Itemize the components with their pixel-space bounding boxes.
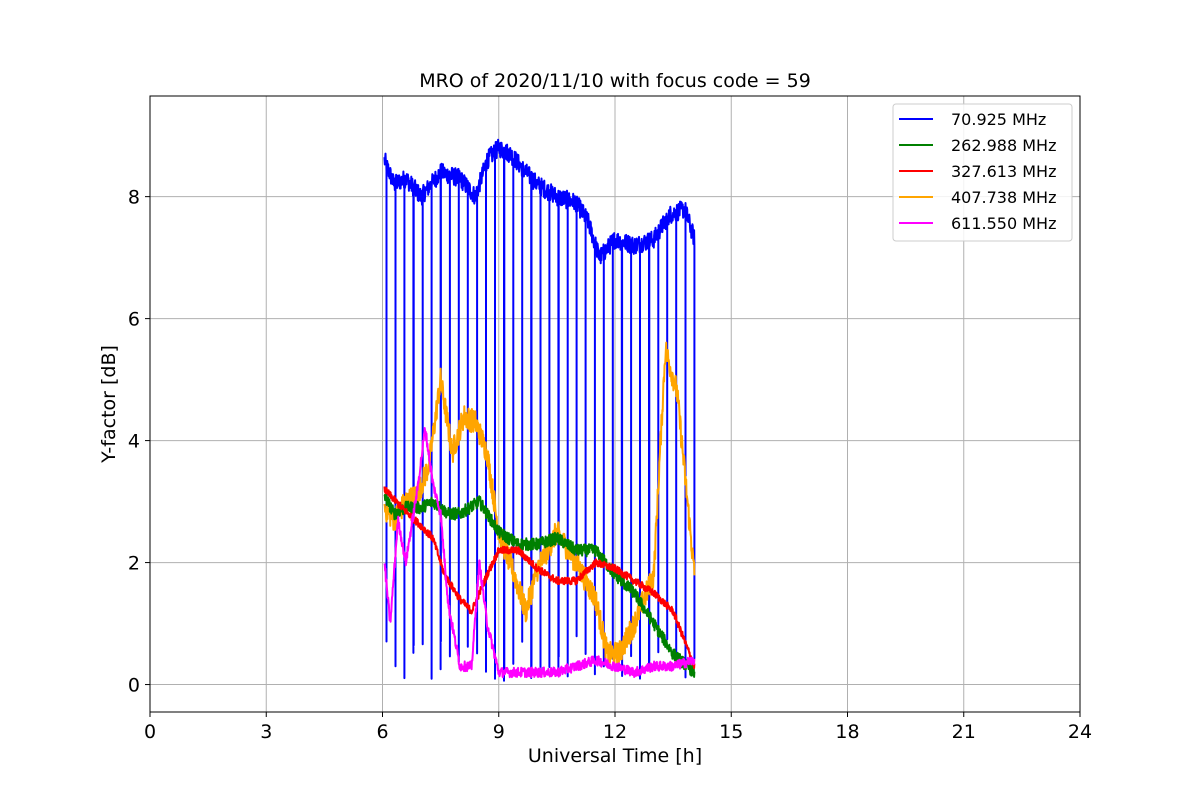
x-tick-label: 18 bbox=[835, 721, 859, 743]
x-tick-label: 15 bbox=[719, 721, 743, 743]
series-line-0 bbox=[383, 138, 696, 682]
x-axis-label: Universal Time [h] bbox=[528, 745, 702, 767]
legend-label: 262.988 MHz bbox=[951, 136, 1056, 155]
series-line-4 bbox=[383, 427, 696, 679]
y-tick-label: 2 bbox=[128, 553, 140, 575]
y-axis-ticks: 0 2 4 6 8 bbox=[128, 187, 150, 697]
y-axis-label: Y-factor [dB] bbox=[98, 345, 120, 464]
x-tick-label: 9 bbox=[493, 721, 505, 743]
y-tick-label: 0 bbox=[128, 675, 140, 697]
legend-label: 327.613 MHz bbox=[951, 162, 1056, 181]
legend: 70.925 MHz 262.988 MHz 327.613 MHz 407.738 … bbox=[892, 103, 1073, 242]
x-tick-label: 3 bbox=[260, 721, 272, 743]
x-tick-label: 6 bbox=[376, 721, 388, 743]
plot-area bbox=[383, 138, 696, 682]
x-axis-ticks: 0 3 6 9 12 15 18 21 24 bbox=[144, 712, 1092, 743]
x-tick-label: 21 bbox=[952, 721, 976, 743]
chart-title: MRO of 2020/11/10 with focus code = 59 bbox=[419, 70, 811, 92]
series-line-2 bbox=[383, 486, 696, 670]
legend-label: 70.925 MHz bbox=[951, 110, 1046, 129]
x-tick-label: 24 bbox=[1068, 721, 1092, 743]
x-tick-label: 12 bbox=[603, 721, 627, 743]
legend-label: 611.550 MHz bbox=[951, 214, 1056, 233]
series-line-1 bbox=[383, 492, 696, 678]
legend-label: 407.738 MHz bbox=[951, 188, 1056, 207]
legend-box bbox=[892, 103, 1073, 242]
x-tick-label: 0 bbox=[144, 721, 156, 743]
y-tick-label: 4 bbox=[128, 431, 140, 453]
y-tick-label: 8 bbox=[128, 187, 140, 209]
y-tick-label: 6 bbox=[128, 309, 140, 331]
